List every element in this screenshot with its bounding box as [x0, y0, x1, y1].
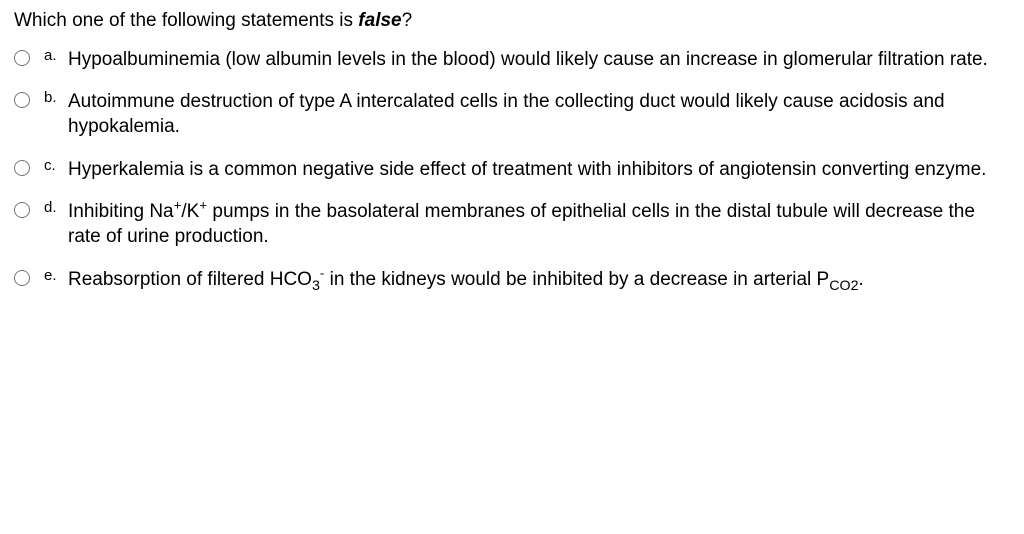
option-body: b. Autoimmune destruction of type A inte… [44, 90, 1010, 139]
option-e: e. Reabsorption of filtered HCO3- in the… [14, 268, 1010, 293]
option-letter: d. [44, 200, 68, 215]
option-a-radio[interactable] [14, 50, 30, 66]
option-letter: c. [44, 158, 68, 173]
radio-wrap [14, 268, 44, 292]
radio-wrap [14, 48, 44, 72]
options-group: a. Hypoalbuminemia (low albumin levels i… [14, 48, 1010, 293]
radio-wrap [14, 200, 44, 224]
option-body: a. Hypoalbuminemia (low albumin levels i… [44, 48, 1010, 73]
stem-pre: Which one of the following statements is [14, 10, 358, 31]
option-body: d. Inhibiting Na+/K+ pumps in the basola… [44, 200, 1010, 249]
option-a: a. Hypoalbuminemia (low albumin levels i… [14, 48, 1010, 73]
option-text: Inhibiting Na+/K+ pumps in the basolater… [68, 200, 1010, 249]
question-stem: Which one of the following statements is… [14, 8, 1010, 34]
option-c-radio[interactable] [14, 160, 30, 176]
option-letter: a. [44, 48, 68, 63]
option-d-radio[interactable] [14, 202, 30, 218]
option-text: Hyperkalemia is a common negative side e… [68, 158, 1010, 183]
option-body: c. Hyperkalemia is a common negative sid… [44, 158, 1010, 183]
option-text: Autoimmune destruction of type A interca… [68, 90, 1010, 139]
option-c: c. Hyperkalemia is a common negative sid… [14, 158, 1010, 183]
option-text: Reabsorption of filtered HCO3- in the ki… [68, 268, 1010, 293]
stem-post: ? [402, 10, 413, 31]
option-letter: b. [44, 90, 68, 105]
option-b-radio[interactable] [14, 92, 30, 108]
radio-wrap [14, 158, 44, 182]
option-b: b. Autoimmune destruction of type A inte… [14, 90, 1010, 139]
option-body: e. Reabsorption of filtered HCO3- in the… [44, 268, 1010, 293]
option-d: d. Inhibiting Na+/K+ pumps in the basola… [14, 200, 1010, 249]
option-letter: e. [44, 268, 68, 283]
option-e-radio[interactable] [14, 270, 30, 286]
stem-emphasis: false [358, 10, 401, 31]
option-text: Hypoalbuminemia (low albumin levels in t… [68, 48, 1010, 73]
radio-wrap [14, 90, 44, 114]
